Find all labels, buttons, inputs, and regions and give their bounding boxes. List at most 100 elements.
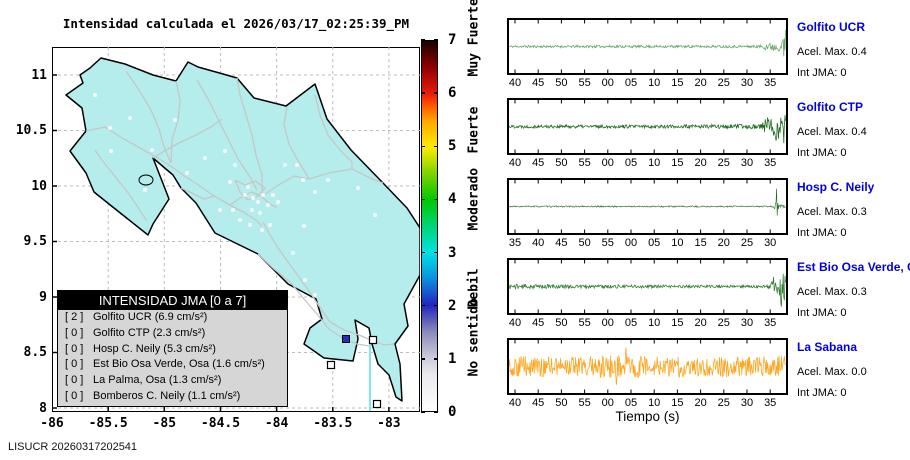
trace-x-tick-label: 35: [764, 397, 777, 409]
station-marker: [295, 163, 299, 167]
road-line: [314, 94, 353, 169]
trace-x-tick-label: 05: [624, 157, 638, 169]
seismogram-plot: [508, 20, 786, 73]
trace-x-tick-label: 05: [624, 397, 638, 409]
waveform-trace: [508, 273, 786, 307]
seismogram-plot: [508, 100, 786, 153]
road-line: [196, 79, 258, 191]
road-line: [262, 221, 331, 323]
station-marker: [291, 251, 295, 255]
colorbar-category-label: Moderado: [466, 168, 482, 231]
trace-x-tick-label: 20: [694, 77, 707, 89]
map-x-tick-label: -84: [264, 416, 289, 431]
intensity-jma-label: Int JMA: 0: [797, 227, 847, 239]
seismogram-panel: [507, 178, 788, 235]
station-name: La Sabana: [797, 340, 858, 354]
legend-row: [ 0 ] La Palma, Osa (1.3 cm/s²): [58, 373, 287, 389]
trace-x-tick-label: 20: [694, 397, 707, 409]
map-y-tick-label: 10: [31, 178, 47, 194]
trace-x-tick-label: 15: [671, 77, 684, 89]
legend-intensity-value: [ 0 ]: [65, 374, 84, 387]
colorbar-tick-label: 5: [448, 138, 457, 155]
trace-x-tick-label: 15: [671, 317, 684, 329]
trace-x-tick-label: 25: [717, 397, 730, 409]
road-line: [261, 168, 384, 197]
road-line: [94, 149, 148, 222]
trace-x-tick-label: 45: [532, 397, 545, 409]
intensity-legend: INTENSIDAD JMA [0 a 7] [ 2 ] Golfito UCR …: [57, 290, 288, 407]
legend-intensity-value: [ 0 ]: [65, 342, 84, 355]
colorbar-category-label: Muy Fuerte: [466, 0, 482, 77]
gulf-island: [138, 174, 154, 186]
station-marker: [373, 213, 377, 217]
triggered-station-marker: [326, 360, 336, 370]
road-line: [152, 118, 223, 159]
station-marker: [203, 156, 207, 160]
trace-x-tick-label: 05: [624, 77, 638, 89]
trace-x-tick-label: 40: [508, 397, 522, 409]
colorbar-tick: [421, 145, 425, 148]
trace-x-tick-label: 45: [555, 237, 568, 249]
map-x-tick-label: -83.5: [313, 416, 353, 431]
colorbar-tick: [421, 358, 425, 360]
trace-x-tick-label: 10: [648, 317, 661, 329]
waveform-trace: [508, 188, 786, 216]
trace-x-tick-label: 35: [508, 237, 522, 249]
station-marker: [150, 148, 154, 152]
legend-intensity-value: [ 0 ]: [65, 358, 84, 371]
trace-x-tick-label: 25: [717, 157, 730, 169]
trace-x-tick-label: 30: [740, 317, 754, 329]
map-x-tick-label: -86: [40, 416, 64, 431]
trace-x-tick-label: 40: [532, 237, 545, 249]
colorbar-tick: [434, 39, 438, 41]
trace-x-tick-label: 10: [671, 237, 684, 249]
seismogram-panel: [507, 98, 788, 155]
station-marker: [266, 203, 270, 207]
legend-row: [ 2 ] Golfito UCR (6.9 cm/s²): [58, 310, 287, 326]
legend-station-label: Golfito CTP (2.3 cm/s²): [93, 326, 206, 339]
station-marker: [260, 228, 264, 232]
acceleration-max-label: Acel. Max. 0.3: [797, 206, 867, 218]
map-y-tick-label: 10.5: [15, 123, 47, 138]
legend-station-label: La Palma, Osa (1.3 cm/s²): [93, 374, 222, 387]
station-marker: [258, 211, 262, 215]
colorbar-tick: [421, 251, 425, 254]
trace-x-tick-label: 55: [578, 397, 591, 409]
trace-x-tick-label: 05: [648, 237, 661, 249]
map-y-tick-label: 8: [39, 400, 47, 416]
trace-x-tick-label: 25: [717, 317, 730, 329]
legend-intensity-value: [ 0 ]: [65, 326, 84, 339]
station-marker: [143, 188, 147, 192]
colorbar-tick-label: 1: [448, 350, 457, 367]
station-marker: [313, 293, 317, 297]
trace-x-tick-label: 00: [624, 237, 638, 249]
figure-title: Intensidad calculada el 2026/03/17_02:25…: [62, 16, 410, 31]
colorbar-tick: [421, 411, 425, 413]
road-line: [229, 191, 278, 209]
road-line: [125, 70, 172, 164]
station-marker: [93, 93, 97, 97]
station-marker: [109, 149, 113, 153]
trace-x-tick-label: 25: [717, 77, 730, 89]
station-marker: [228, 180, 232, 184]
station-marker: [233, 163, 237, 167]
trace-x-tick-label: 55: [578, 317, 591, 329]
trace-x-tick-label: 50: [555, 317, 568, 329]
station-marker: [268, 223, 272, 227]
trace-x-tick-label: 35: [764, 317, 777, 329]
station-marker: [128, 116, 132, 120]
legend-row: [ 0 ] Est Bio Osa Verde, Osa (1.6 cm/s²): [58, 357, 287, 373]
trace-x-tick-label: 40: [508, 77, 522, 89]
station-marker: [243, 193, 247, 197]
seismogram-panel: [507, 338, 788, 395]
legend-row: [ 0 ] Bomberos C. Neily (1.1 cm/s²): [58, 389, 287, 405]
trace-x-tick-label: 25: [740, 237, 754, 249]
colorbar-tick: [434, 251, 438, 254]
triggered-station-marker: [368, 335, 378, 345]
intensity-legend-rows: [ 2 ] Golfito UCR (6.9 cm/s²) [ 0 ] Golfito…: [58, 310, 287, 405]
acceleration-max-label: Acel. Max. 0.3: [797, 286, 867, 298]
trace-x-tick-label: 20: [694, 157, 707, 169]
road-line: [170, 80, 181, 164]
legend-row: [ 0 ] Golfito CTP (2.3 cm/s²): [58, 326, 287, 342]
